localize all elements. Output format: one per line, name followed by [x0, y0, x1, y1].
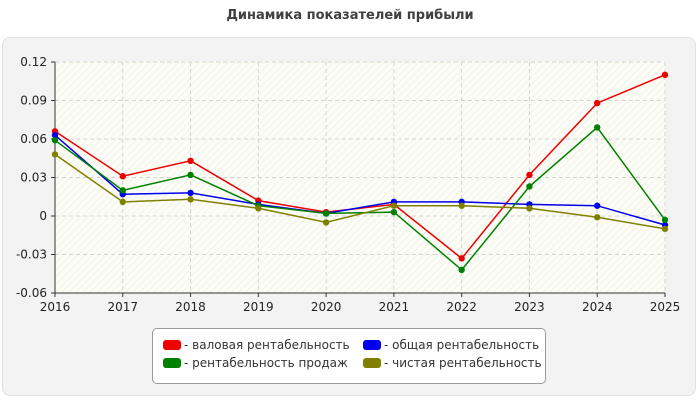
data-point [526, 183, 533, 190]
data-point [119, 187, 126, 194]
data-point [51, 137, 59, 144]
data-point [322, 210, 330, 217]
legend: - валовая рентабельность - общая рентабе… [152, 328, 546, 384]
data-point [458, 255, 465, 262]
y-tick-label: 0 [39, 209, 47, 223]
legend-item-gross: - валовая рентабельность [163, 338, 350, 352]
y-tick-label: 0.03 [20, 171, 47, 185]
legend-swatch [163, 358, 181, 368]
legend-swatch [363, 358, 381, 368]
data-point [526, 205, 533, 212]
data-point [661, 71, 669, 79]
x-tick-labels: 2016 2017 2018 2019 2020 2021 2022 2023 2024 2025 [40, 300, 681, 314]
x-tick-label: 2022 [446, 300, 477, 314]
y-tick-label: 0.06 [20, 132, 47, 146]
y-tick-label: -0.06 [16, 286, 47, 300]
data-point [390, 202, 398, 209]
legend-item-sales: - рентабельность продаж [163, 356, 348, 370]
data-point [51, 151, 59, 158]
data-point [661, 225, 669, 233]
x-tick-label: 2021 [379, 300, 410, 314]
data-point [187, 189, 194, 197]
legend-label: - чистая рентабельность [384, 356, 542, 370]
series-3 [51, 124, 669, 274]
axes [54, 62, 665, 294]
data-point [594, 214, 601, 221]
y-tick-label: -0.03 [16, 248, 47, 262]
data-point [661, 216, 669, 224]
legend-item-net: - чистая рентабельность [363, 356, 542, 370]
data-point [322, 219, 330, 226]
y-tick-label: 0.12 [20, 55, 47, 69]
legend-label: - общая рентабельность [384, 338, 540, 352]
x-tick-label: 2024 [582, 300, 613, 314]
x-tick-label: 2020 [311, 300, 342, 314]
x-tick-label: 2017 [108, 300, 139, 314]
series-4 [51, 151, 669, 233]
legend-label: - рентабельность продаж [184, 356, 348, 370]
series [51, 71, 669, 274]
data-point [187, 157, 194, 165]
data-point [255, 205, 262, 212]
legend-item-total: - общая рентабельность [363, 338, 539, 352]
data-point [390, 208, 398, 216]
x-tick-label: 2025 [650, 300, 681, 314]
x-tick-label: 2016 [40, 300, 71, 314]
data-point [119, 173, 126, 180]
data-point [594, 99, 601, 107]
data-point [526, 171, 533, 179]
x-tick-label: 2019 [243, 300, 274, 314]
legend-swatch [163, 340, 181, 350]
grid [51, 61, 666, 297]
legend-label: - валовая рентабельность [184, 338, 350, 352]
y-tick-label: 0.09 [20, 94, 47, 108]
data-point [187, 171, 194, 179]
data-point [458, 266, 465, 274]
y-tick-labels: 0.12 0.09 0.06 0.03 0 -0.03 -0.06 [16, 55, 47, 300]
data-point [594, 202, 601, 209]
series-line [54, 153, 666, 230]
data-point [458, 202, 465, 209]
legend-swatch [363, 340, 381, 350]
series-line [54, 126, 666, 271]
chart-title: Динамика показателей прибыли [226, 8, 474, 23]
data-point [51, 131, 59, 139]
data-point [187, 196, 194, 203]
data-point [594, 124, 601, 131]
x-tick-label: 2018 [175, 300, 206, 314]
x-tick-label: 2023 [514, 300, 545, 314]
data-point [119, 198, 126, 206]
series-line [54, 134, 666, 226]
